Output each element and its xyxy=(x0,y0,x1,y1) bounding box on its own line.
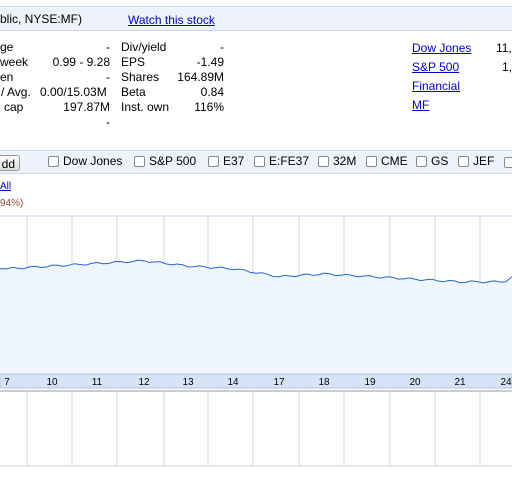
industry-link-mf[interactable]: MF xyxy=(412,98,430,112)
stat-value: 197.87M xyxy=(63,100,110,114)
stat-value: - xyxy=(106,70,110,84)
date-tick-label: 12 xyxy=(138,377,150,388)
zoom-all-link[interactable]: All xyxy=(0,181,12,192)
checkbox[interactable] xyxy=(366,155,377,167)
index-value: 11, xyxy=(496,41,512,55)
date-tick-label: 14 xyxy=(227,377,239,388)
stat-value: 0.99 - 9.28 xyxy=(52,55,110,69)
stat-value: 164.89M xyxy=(177,70,224,84)
checkbox[interactable] xyxy=(318,155,329,167)
stat-value: - xyxy=(220,40,224,54)
date-tick-label: 17 xyxy=(273,377,285,388)
compare-e-fe37[interactable]: E:FE37 xyxy=(254,154,309,168)
checkbox[interactable] xyxy=(134,155,145,167)
stat-label: week xyxy=(0,55,29,69)
compare-bar: dd Dow Jones S&P 500 E37 E:FE37 32M CME … xyxy=(0,150,512,174)
stat-label: cap xyxy=(4,100,24,114)
price-line xyxy=(0,259,512,284)
date-tick-label: 13 xyxy=(182,377,194,388)
stat-label: / Avg. xyxy=(1,85,31,99)
stat-value: -1.49 xyxy=(196,55,224,69)
date-tick-label: 10 xyxy=(46,377,58,388)
stat-value: - xyxy=(106,115,110,129)
compare-label: 32M xyxy=(333,154,357,168)
stock-header-bar: blic, NYSE:MF) Watch this stock xyxy=(0,6,512,31)
date-tick-label: 20 xyxy=(409,377,421,388)
date-tick-label: 11 xyxy=(92,377,103,388)
watch-stock-link[interactable]: Watch this stock xyxy=(128,13,215,27)
compare-jef[interactable]: JEF xyxy=(458,154,494,168)
sector-link-financial[interactable]: Financial xyxy=(412,79,461,93)
date-axis-band xyxy=(0,373,512,389)
add-compare-button[interactable]: dd xyxy=(0,155,20,171)
stat-label: EPS xyxy=(121,55,146,69)
checkbox[interactable] xyxy=(458,155,469,167)
date-tick-label: 7 xyxy=(4,377,10,388)
stat-label: Inst. own xyxy=(121,100,170,114)
stock-title: blic, NYSE:MF) xyxy=(0,12,83,26)
compare-label: E37 xyxy=(223,154,245,168)
compare-32m[interactable]: 32M xyxy=(318,154,356,168)
compare-dow-jones[interactable]: Dow Jones xyxy=(48,154,122,168)
price-area xyxy=(0,260,512,374)
stat-label: Beta xyxy=(121,85,146,99)
stat-value: 116% xyxy=(194,100,224,114)
index-link-sp500[interactable]: S&P 500 xyxy=(412,60,460,74)
date-tick-label: 24 xyxy=(500,377,512,388)
checkbox[interactable] xyxy=(254,155,265,167)
date-tick-label: 19 xyxy=(364,377,376,388)
compare-e37[interactable]: E37 xyxy=(208,154,244,168)
compare-sp500[interactable]: S&P 500 xyxy=(134,154,196,168)
compare-cme[interactable]: CME xyxy=(366,154,408,168)
compare-label: CME xyxy=(381,154,408,168)
compare-label: E:FE37 xyxy=(269,154,310,168)
price-chart[interactable]: 7 10 11 12 13 14 17 18 19 20 21 24 xyxy=(0,176,512,477)
checkbox[interactable] xyxy=(416,155,427,167)
stat-value: - xyxy=(106,40,110,54)
stat-label: Shares xyxy=(121,70,160,84)
compare-label: S&P 500 xyxy=(149,154,197,168)
stat-label: Div/yield xyxy=(121,40,167,54)
stat-value: 0.84 xyxy=(200,85,224,99)
checkbox[interactable] xyxy=(48,155,59,167)
volume-grid xyxy=(0,390,512,467)
stat-label: en xyxy=(0,70,14,84)
checkbox[interactable] xyxy=(504,157,512,168)
compare-label: JEF xyxy=(473,154,495,168)
index-value: 1, xyxy=(502,60,512,74)
compare-label: Dow Jones xyxy=(63,154,123,168)
stat-value: 0.00/15.03M xyxy=(40,85,107,99)
index-link-dow-jones[interactable]: Dow Jones xyxy=(412,41,472,55)
date-tick-label: 18 xyxy=(318,377,330,388)
checkbox[interactable] xyxy=(208,155,219,167)
price-change-percent: 94%) xyxy=(0,198,24,209)
compare-gs[interactable]: GS xyxy=(416,154,448,168)
stat-label: ge xyxy=(0,40,14,54)
compare-label: GS xyxy=(431,154,449,168)
date-tick-label: 21 xyxy=(454,377,466,388)
date-axis: 7 10 11 12 13 14 17 18 19 20 21 24 xyxy=(4,377,512,388)
